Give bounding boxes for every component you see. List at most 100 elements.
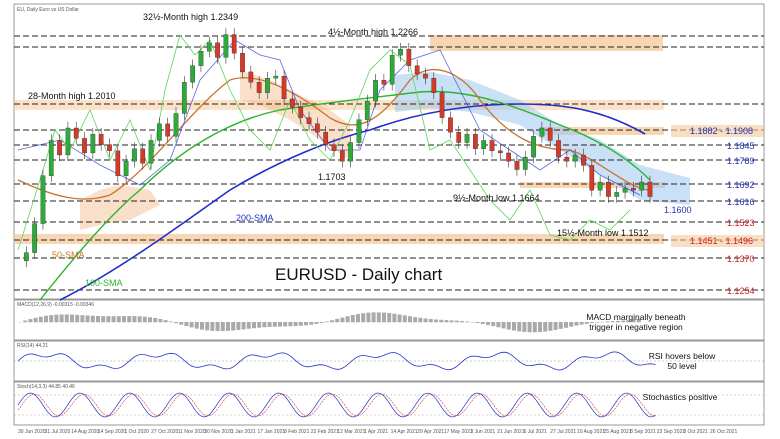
x-tick-label: 30 Nov 2020 [204, 429, 233, 435]
macd-bar [246, 322, 251, 329]
x-tick-label: 27 Oct 2020 [151, 429, 178, 435]
macd-bar [236, 322, 241, 330]
candle-body [364, 100, 370, 120]
candle-body [157, 123, 162, 141]
macd-bar [163, 320, 168, 323]
candle-body [306, 117, 312, 124]
macd-bar [174, 322, 178, 324]
macd-bar [106, 316, 111, 323]
candle-body [506, 152, 511, 162]
macd-bar [59, 314, 64, 323]
x-tick-label: 3 Jun 2021 [470, 429, 495, 435]
macd-bar [558, 322, 563, 329]
candle-body [373, 80, 378, 102]
candle-body [173, 113, 179, 137]
macd-bar [506, 322, 511, 330]
candle-body [231, 34, 237, 54]
candle-body [464, 134, 470, 143]
macd-bar [38, 316, 43, 323]
macd-bar [132, 316, 137, 323]
macd-bar [480, 322, 485, 324]
chart-header-text: EU, Daily Euro vs US Dollar [17, 7, 79, 13]
candle-body [132, 148, 137, 162]
macd-bar [267, 322, 272, 327]
candle-body [589, 165, 595, 191]
candle-body [631, 188, 636, 191]
candle-body [381, 80, 387, 85]
candle-body [597, 181, 603, 191]
macd-bar [293, 322, 298, 327]
macd-bar [54, 314, 59, 323]
x-tick-label: 6 Jul 2021 [524, 429, 547, 435]
macd-bar [553, 322, 558, 330]
chikou-line [17, 34, 631, 251]
macd-note-line1: MACD marginally beneath [586, 312, 685, 322]
macd-bar [288, 322, 293, 327]
level-labels: 1.1882 - 1.1908 1.1845 1.1789 1.1692 1.1… [664, 125, 764, 296]
level-label-1845: 1.1845 [727, 141, 755, 151]
macd-bar [610, 321, 615, 323]
candle-body [606, 181, 611, 197]
macd-bar [64, 314, 69, 323]
macd-bar [283, 322, 288, 327]
macd-bar [215, 322, 220, 332]
macd-bar [423, 318, 428, 323]
stoch-note: Stochastics positive [643, 392, 718, 402]
candle-body [107, 144, 112, 151]
candle-body [572, 154, 578, 162]
macd-bar [382, 312, 386, 323]
macd-bar [376, 312, 381, 323]
macd-header: MACD(12,26,9) -0.00315 -0.00346 [17, 302, 94, 308]
candle-body [647, 181, 653, 197]
macd-bar [142, 316, 147, 323]
macd-bar [298, 322, 303, 326]
x-tick-label: 17 May 2021 [444, 429, 473, 435]
candle-body [215, 42, 220, 58]
annotation-32month-high: 32½-Month high 1.2349 [143, 12, 238, 22]
macd-bar [392, 313, 397, 323]
candle-body [48, 140, 54, 176]
candle-body [265, 78, 270, 93]
candle-body [639, 181, 645, 191]
level-label-1600: 1.1600 [664, 205, 692, 215]
macd-bar [621, 320, 626, 323]
macd-bar [486, 322, 490, 325]
candle-body [256, 82, 262, 93]
x-tick-label: 8 Oct 2021 [683, 429, 708, 435]
macd-bar [96, 316, 100, 323]
macd-bar [460, 320, 464, 323]
candle-body [23, 252, 29, 262]
candle-body [248, 71, 254, 83]
candle-body [539, 127, 545, 137]
macd-bar [522, 322, 527, 332]
candle-body [240, 53, 245, 73]
ichimoku-cloud [395, 72, 690, 205]
x-tick-label: 17 Jan 2021 [258, 429, 286, 435]
macd-bar [371, 312, 376, 323]
candle-body [323, 132, 329, 145]
macd-bar [340, 317, 345, 323]
x-tick-label: 14 Sep 2020 [98, 429, 127, 435]
x-tick-label: 27 Jul 2021 [550, 429, 576, 435]
rsi-note-line2: 50 level [667, 361, 696, 371]
x-tick-label: 26 Oct 2021 [710, 429, 737, 435]
candle-body [398, 48, 403, 56]
x-tick-label: 1 Jan 2021 [231, 429, 256, 435]
macd-bar [418, 317, 423, 323]
macd-bar [80, 315, 85, 323]
x-tick-label: 21 Jun 2021 [497, 429, 525, 435]
candle-body [65, 127, 71, 156]
candle-body [73, 127, 79, 139]
x-tick-label: 14 Apr 2021 [391, 429, 418, 435]
level-label-1254: 1.1254 [727, 286, 755, 296]
macd-note-line2: trigger in negative region [589, 322, 683, 332]
macd-bar [257, 322, 262, 328]
x-tick-label: 31 Jul 2020 [45, 429, 71, 435]
macd-bar [262, 322, 267, 328]
annotation-1703: 1.1703 [318, 172, 346, 182]
stoch-k-line [17, 392, 656, 418]
x-tick-label: 1 Oct 2020 [124, 429, 149, 435]
macd-bar [605, 321, 610, 323]
candle-body [290, 98, 295, 108]
